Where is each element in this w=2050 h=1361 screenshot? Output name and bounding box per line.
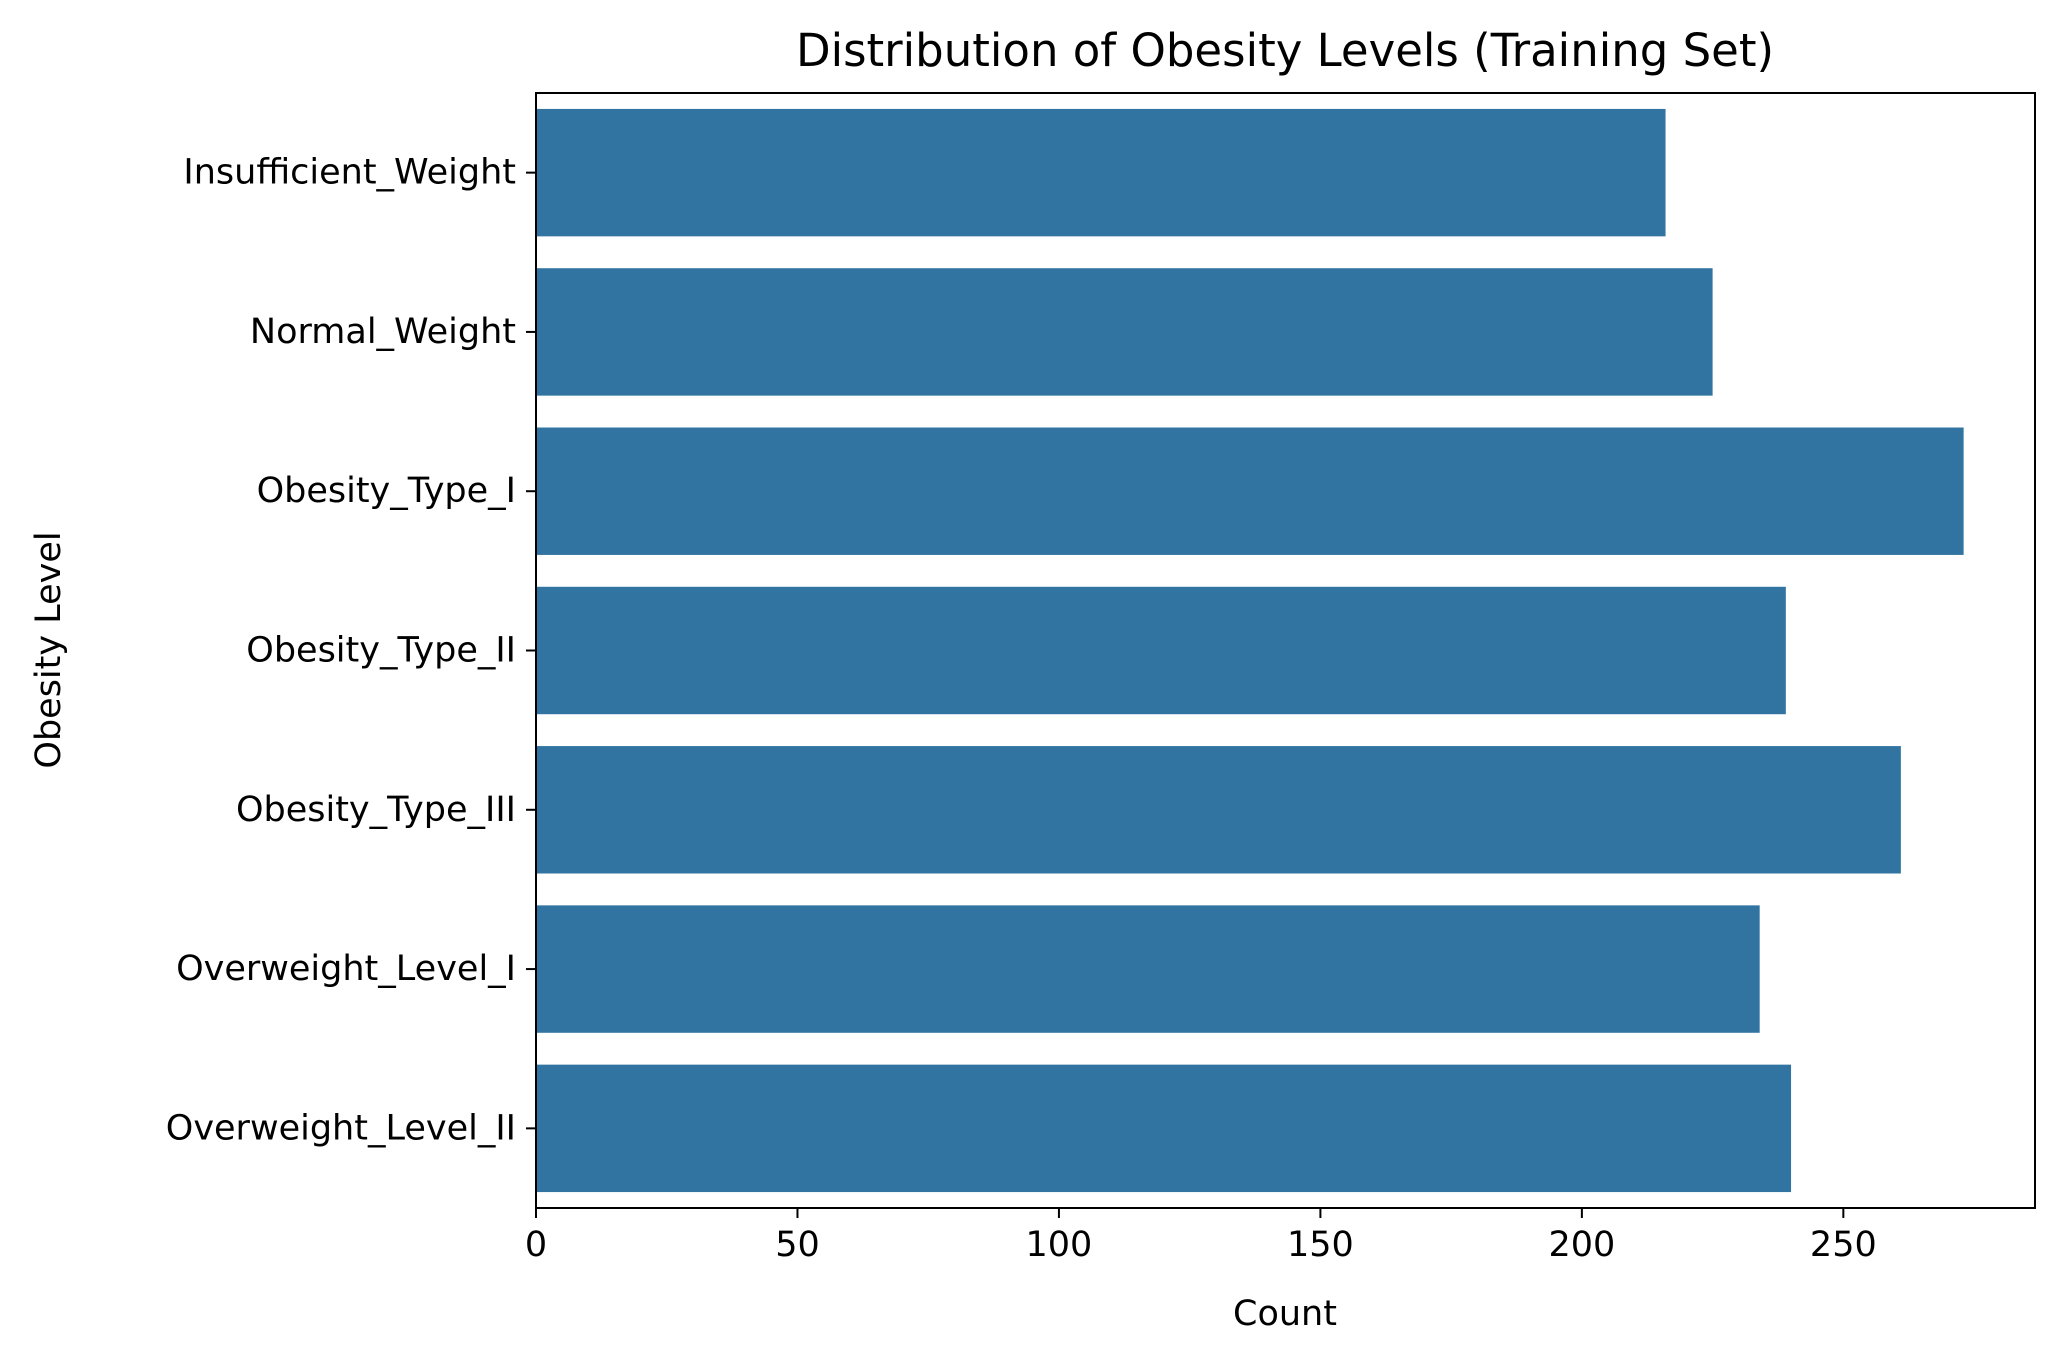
bar-normal-weight — [536, 268, 1713, 396]
x-tick-label: 250 — [1810, 1225, 1877, 1265]
y-axis-label: Obesity Level — [29, 531, 69, 768]
y-tick-label: Obesity_Type_II — [246, 631, 516, 671]
y-axis-ticks: Insufficient_Weight Normal_Weight Obesity_… — [166, 153, 536, 1148]
y-tick-label: Obesity_Type_I — [257, 471, 516, 511]
x-tick-label: 0 — [525, 1225, 547, 1265]
x-axis-label: Count — [1233, 1294, 1337, 1334]
y-tick-label: Overweight_Level_II — [166, 1108, 516, 1148]
x-axis-ticks: 0 50 100 150 200 250 — [525, 1208, 1877, 1265]
plot-frame — [535, 92, 2036, 1209]
x-tick-label: 150 — [1287, 1225, 1354, 1265]
bar-obesity-type-i — [536, 427, 1964, 555]
y-tick-label: Obesity_Type_III — [236, 790, 516, 830]
x-tick-label: 50 — [775, 1225, 820, 1265]
bar-obesity-type-ii — [536, 586, 1786, 715]
y-tick-label: Overweight_Level_I — [176, 949, 516, 989]
x-tick-label: 200 — [1548, 1225, 1615, 1265]
bar-overweight-level-i — [536, 905, 1760, 1033]
chart-title: Distribution of Obesity Levels (Training… — [796, 24, 1774, 77]
y-tick-label: Insufficient_Weight — [183, 153, 516, 193]
bar-obesity-type-iii — [536, 746, 1901, 874]
y-tick-label: Normal_Weight — [250, 312, 516, 352]
bar-insufficient-weight — [536, 108, 1666, 237]
bars-group — [536, 108, 1964, 1193]
x-tick-label: 100 — [1026, 1225, 1093, 1265]
bar-overweight-level-ii — [536, 1064, 1792, 1193]
